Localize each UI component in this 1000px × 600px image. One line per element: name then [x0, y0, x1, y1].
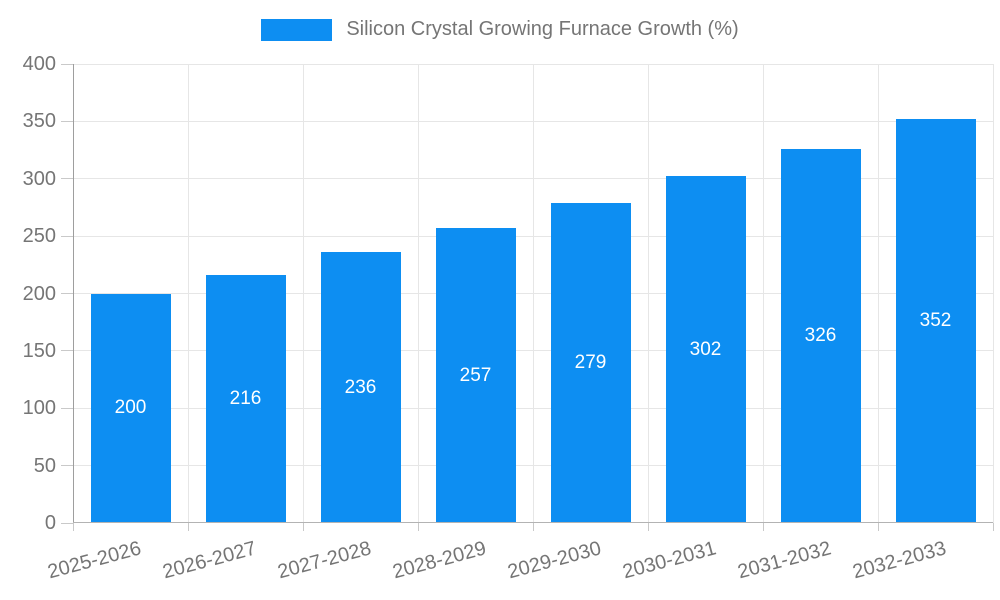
- x-axis-tick: [532, 523, 534, 531]
- bar-value-label: 257: [459, 364, 492, 386]
- x-axis-label: 2029-2030: [505, 537, 604, 584]
- chart-bar[interactable]: 326: [780, 148, 861, 523]
- x-gridline: [302, 64, 304, 523]
- bar-value-label: 326: [804, 324, 837, 346]
- y-axis-tick: [61, 522, 73, 524]
- y-axis-tick: [61, 235, 73, 237]
- y-axis-label: 400: [22, 53, 56, 75]
- y-axis-label: 0: [44, 512, 56, 534]
- chart-bar[interactable]: 279: [550, 202, 631, 523]
- x-axis-label: 2030-2031: [620, 537, 719, 584]
- x-axis-tick: [302, 523, 304, 531]
- y-axis-tick: [61, 178, 73, 180]
- bar-value-label: 279: [574, 351, 607, 373]
- chart-bar[interactable]: 302: [665, 176, 746, 523]
- y-axis-line: [73, 64, 74, 523]
- chart-legend: Silicon Crystal Growing Furnace Growth (…: [0, 18, 1000, 41]
- x-gridline: [187, 64, 189, 523]
- x-axis-tick: [762, 523, 764, 531]
- x-axis-label: 2026-2027: [160, 537, 259, 584]
- bar-value-label: 200: [114, 397, 147, 419]
- y-axis-tick: [61, 120, 73, 122]
- x-gridline: [762, 64, 764, 523]
- x-axis-line: [73, 522, 993, 523]
- chart-bar[interactable]: 352: [895, 119, 976, 523]
- legend-swatch: [261, 18, 333, 41]
- y-axis-tick: [61, 63, 73, 65]
- bar-value-label: 216: [229, 388, 262, 410]
- x-gridline: [417, 64, 419, 523]
- x-axis-tick: [417, 523, 419, 531]
- x-gridline: [992, 64, 994, 523]
- chart-bar[interactable]: 236: [320, 252, 401, 523]
- plot-area: 200 216 236 257 279 302 326 352: [73, 63, 994, 523]
- chart-bar[interactable]: 257: [435, 228, 516, 523]
- bar-value-label: 352: [919, 310, 952, 332]
- x-axis-tick: [647, 523, 649, 531]
- chart-bar[interactable]: 216: [205, 275, 286, 523]
- y-axis-tick: [61, 293, 73, 294]
- bar-value-label: 302: [689, 338, 722, 360]
- y-axis-label: 300: [22, 167, 56, 190]
- legend-item[interactable]: Silicon Crystal Growing Furnace Growth (…: [261, 18, 739, 41]
- y-axis-tick: [61, 407, 73, 409]
- x-axis-tick: [877, 523, 879, 531]
- y-axis-label: 350: [22, 110, 56, 133]
- x-axis-tick: [992, 523, 994, 531]
- x-axis-label: 2025-2026: [45, 537, 144, 584]
- x-axis-label: 2031-2032: [735, 537, 834, 584]
- y-axis-label: 250: [22, 225, 56, 248]
- chart-bar[interactable]: 200: [90, 293, 171, 523]
- y-axis-label: 50: [33, 454, 56, 477]
- y-axis-tick: [61, 350, 73, 352]
- x-gridline: [532, 64, 534, 523]
- x-axis-tick: [187, 523, 189, 531]
- y-axis-label: 150: [22, 339, 56, 362]
- x-gridline: [647, 64, 649, 523]
- y-axis-label: 100: [22, 397, 56, 420]
- x-axis-label: 2032-2033: [850, 537, 949, 584]
- x-axis-label: 2028-2029: [390, 537, 489, 584]
- bar-value-label: 236: [344, 376, 377, 398]
- legend-label: Silicon Crystal Growing Furnace Growth (…: [346, 18, 739, 40]
- y-axis-label: 200: [22, 282, 56, 305]
- x-axis-tick: [72, 523, 74, 531]
- y-axis-tick: [61, 465, 73, 467]
- x-gridline: [877, 64, 879, 523]
- x-axis-label: 2027-2028: [275, 537, 374, 584]
